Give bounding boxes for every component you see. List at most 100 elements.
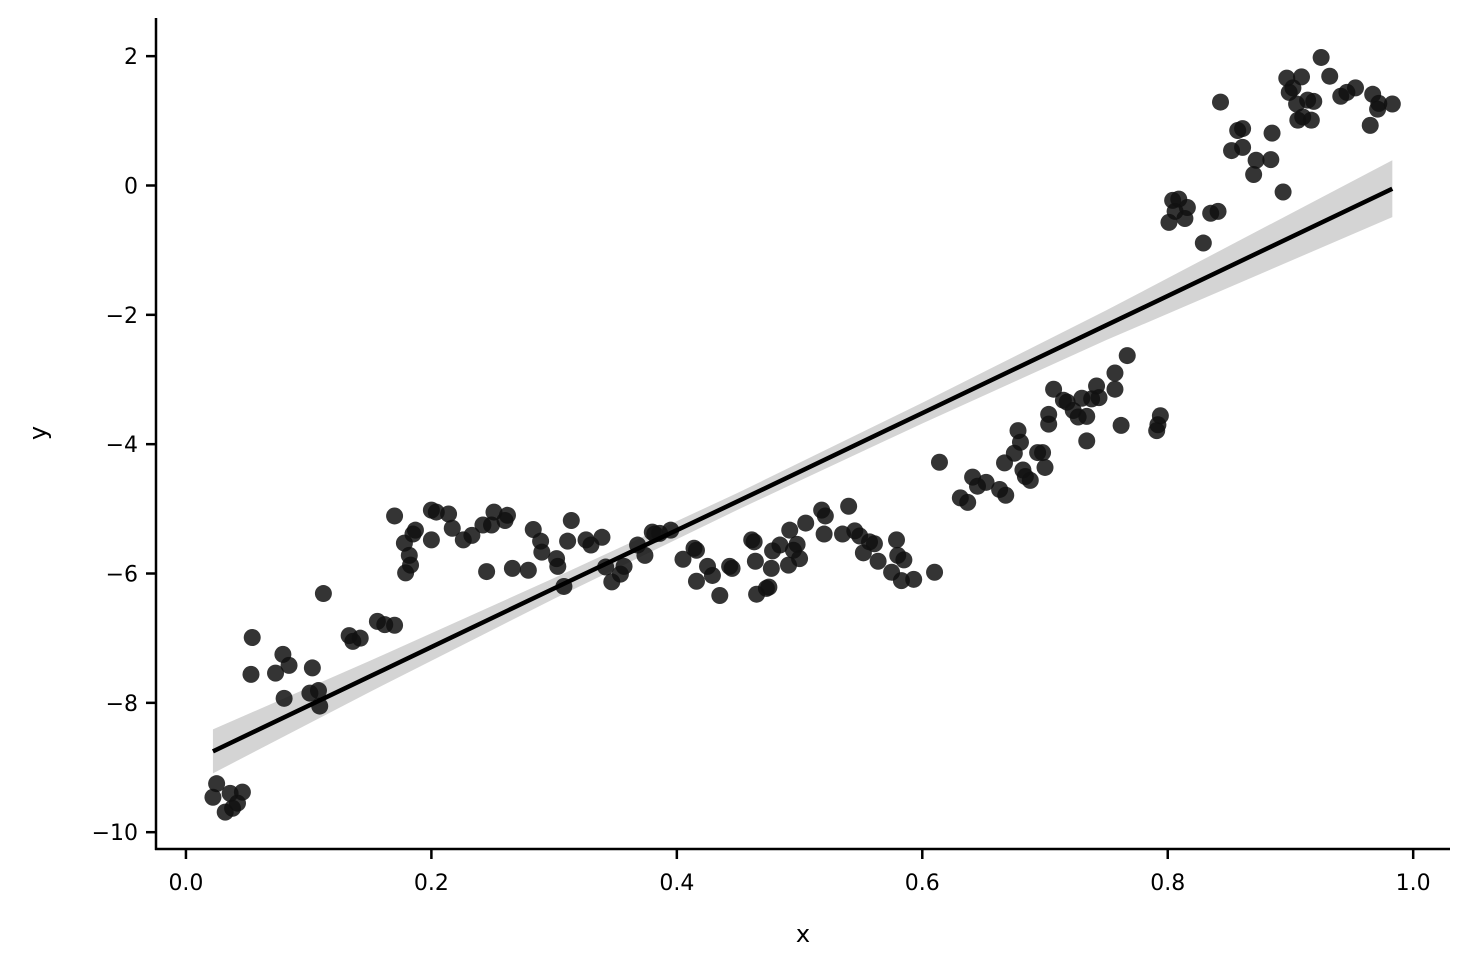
scatter-point [1321, 67, 1339, 85]
scatter-point [930, 453, 948, 471]
scatter-point [1383, 95, 1401, 113]
scatter-point [498, 506, 516, 524]
scatter-point [788, 535, 806, 553]
x-tick-label: 1.0 [1396, 871, 1431, 896]
y-tick-label: 2 [124, 45, 138, 70]
scatter-point [549, 557, 567, 575]
scatter-point [1112, 416, 1130, 434]
y-tick-label: −2 [106, 304, 138, 329]
scatter-point [243, 629, 261, 647]
x-tick-label: 0.2 [414, 871, 449, 896]
scatter-point [797, 514, 815, 532]
scatter-point [895, 551, 913, 569]
scatter-point [1361, 116, 1379, 134]
scatter-point [1149, 416, 1167, 434]
scatter-point [267, 664, 285, 682]
x-tick-label: 0.6 [905, 871, 940, 896]
scatter-point [745, 533, 763, 551]
scatter-point [1106, 364, 1124, 382]
scatter-point [723, 559, 741, 577]
scatter-point [1178, 198, 1196, 216]
scatter-point [840, 497, 858, 515]
scatter-point [865, 535, 883, 553]
scatter-point [1247, 151, 1265, 169]
scatter-point [1347, 79, 1365, 97]
scatter-point [959, 493, 977, 511]
scatter-point [1209, 202, 1227, 220]
scatter-point [1106, 380, 1124, 398]
scatter-point [1036, 458, 1054, 476]
scatter-point [386, 507, 404, 525]
scatter-point [503, 559, 521, 577]
scatter-point [997, 486, 1015, 504]
scatter-point [1263, 124, 1281, 142]
scatter-point [781, 521, 799, 539]
scatter-point [1305, 92, 1323, 110]
scatter-point [1078, 407, 1096, 425]
scatter-point [1274, 183, 1292, 201]
y-tick-label: −6 [106, 563, 138, 588]
scatter-point [687, 541, 705, 559]
x-tick-label: 0.0 [168, 871, 203, 896]
scatter-point [533, 543, 551, 561]
scatter-point [1090, 389, 1108, 407]
scatter-point [1034, 444, 1052, 462]
scatter-point [892, 572, 910, 590]
x-axis-label: x [796, 920, 810, 948]
scatter-point [478, 563, 496, 581]
scatter-point [746, 552, 764, 570]
scatter-point [674, 550, 692, 568]
scatter-point [1194, 234, 1212, 252]
y-tick-label: 0 [124, 174, 138, 199]
scatter-point [1293, 68, 1311, 86]
scatter-point [711, 586, 729, 604]
x-tick-label: 0.4 [659, 871, 694, 896]
scatter-point [1370, 94, 1388, 112]
scatter-point [314, 585, 332, 603]
scatter-point [242, 665, 260, 683]
y-axis-label: y [24, 426, 52, 440]
scatter-point [762, 559, 780, 577]
scatter-point [1234, 120, 1252, 138]
scatter-point [463, 526, 481, 544]
scatter-point [443, 519, 461, 537]
scatter-point [888, 531, 906, 549]
y-tick-label: −10 [92, 821, 138, 846]
scatter-point [926, 563, 944, 581]
scatter-point [1302, 111, 1320, 129]
confidence-band [212, 160, 1393, 774]
scatter-point [233, 783, 251, 801]
scatter-point [280, 656, 298, 674]
scatter-point [440, 505, 458, 523]
scatter-point [977, 473, 995, 491]
scatter-point [386, 616, 404, 634]
scatter-point [1312, 48, 1330, 66]
y-tick-label: −4 [106, 433, 138, 458]
scatter-point [615, 557, 633, 575]
scatter-point [204, 788, 222, 806]
scatter-point [1021, 471, 1039, 489]
y-tick-label: −8 [106, 692, 138, 717]
scatter-point [406, 521, 424, 539]
scatter-point [1040, 415, 1058, 433]
scatter-point [760, 578, 778, 596]
scatter-point [791, 550, 809, 568]
scatter-point [519, 561, 537, 579]
scatter-point [483, 516, 501, 534]
scatter-point [703, 566, 721, 584]
scatter-point [1045, 380, 1063, 398]
scatter-point [1262, 151, 1280, 169]
scatter-point [1078, 432, 1096, 450]
scatter-point [351, 629, 369, 647]
scatter-point [1118, 347, 1136, 365]
x-tick-label: 0.8 [1150, 871, 1185, 896]
scatter-point [593, 528, 611, 546]
scatter-point [303, 659, 321, 677]
scatter-point [559, 532, 577, 550]
regression-line [211, 186, 1394, 754]
scatter-point [1212, 93, 1230, 111]
scatter-point [687, 572, 705, 590]
scatter-point [1245, 165, 1263, 183]
